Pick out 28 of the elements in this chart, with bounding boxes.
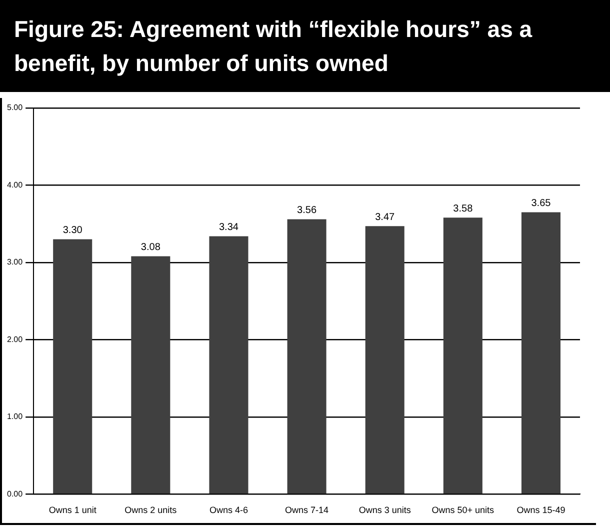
y-tick-label: 1.00 xyxy=(6,412,24,422)
y-tick-label: 3.00 xyxy=(6,258,24,267)
bar xyxy=(287,219,326,494)
y-tick-label: 2.00 xyxy=(6,334,24,344)
bar xyxy=(209,236,248,494)
bar xyxy=(443,218,482,494)
x-tick-label: Owns 1 unit xyxy=(48,505,97,516)
x-tick-label: Owns 2 units xyxy=(124,505,178,516)
x-tick-label: Owns 3 units xyxy=(358,505,412,516)
data-label: 3.65 xyxy=(531,198,552,210)
bar xyxy=(521,212,560,494)
data-label: 3.30 xyxy=(62,225,83,236)
data-label: 3.56 xyxy=(297,204,317,216)
x-tick-label: Owns 7-14 xyxy=(285,505,329,516)
bar xyxy=(131,256,170,494)
x-tick-label: Owns 50+ units xyxy=(432,505,495,516)
data-label: 3.58 xyxy=(453,203,474,214)
x-tick-label: Owns 4-6 xyxy=(209,505,248,516)
data-label: 3.34 xyxy=(218,222,239,233)
x-tick-label: Owns 15-49 xyxy=(516,505,566,516)
y-tick-label: 0.00 xyxy=(6,489,24,498)
data-label: 3.47 xyxy=(375,212,396,223)
bar xyxy=(365,226,404,494)
chart-title: Figure 25: Agreement with “flexible hours” as a benefit, by number of units owned xyxy=(0,0,610,92)
data-label: 3.08 xyxy=(140,242,161,254)
y-tick-label: 4.00 xyxy=(6,180,24,190)
bar xyxy=(53,239,92,494)
y-tick-label: 5.00 xyxy=(6,103,24,112)
